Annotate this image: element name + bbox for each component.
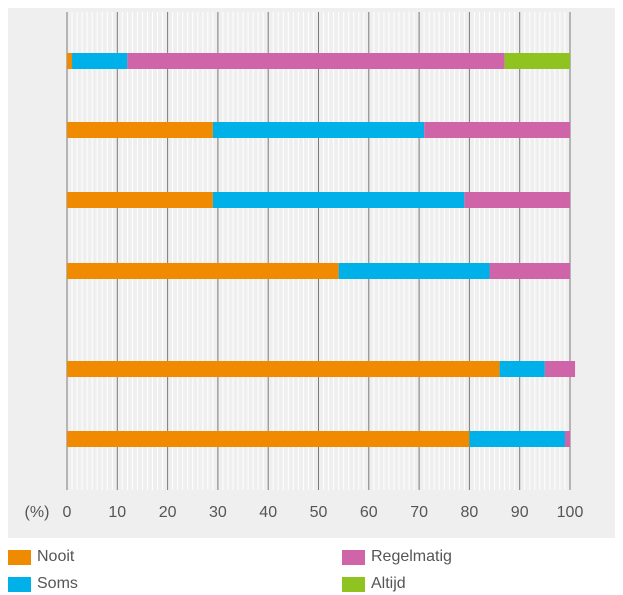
x-tick-label: 40 [259, 504, 277, 521]
bar-regelmatig-6 [564, 431, 570, 447]
bars-group [67, 53, 576, 447]
legend-swatch-altijd [342, 576, 365, 592]
bar-regelmatig-5 [544, 361, 576, 377]
x-tick-label: 70 [410, 504, 428, 521]
x-tick-labels: 0 10 20 30 40 50 60 70 80 90 100 [63, 504, 584, 521]
bar-regelmatig-1 [127, 53, 505, 69]
x-tick-label: 0 [63, 504, 72, 521]
major-gridlines [66, 12, 571, 490]
x-tick-label: 80 [461, 504, 479, 521]
bar-soms-1 [72, 53, 128, 69]
legend-label-altijd: Altijd [371, 575, 406, 592]
legend-item-altijd: Altijd [342, 573, 406, 595]
bar-nooit-1 [67, 53, 73, 69]
bar-nooit-4 [67, 263, 339, 279]
bar-regelmatig-2 [424, 122, 570, 138]
x-tick-label: 30 [209, 504, 227, 521]
bar-soms-5 [499, 361, 545, 377]
x-axis-unit-label: (%) [25, 504, 50, 521]
bar-regelmatig-3 [464, 192, 570, 208]
bar-altijd-1 [504, 53, 570, 69]
x-tick-label: 10 [108, 504, 126, 521]
x-tick-label: 90 [511, 504, 529, 521]
bar-soms-3 [212, 192, 465, 208]
bar-nooit-5 [67, 361, 500, 377]
bar-soms-4 [338, 263, 490, 279]
bar-nooit-3 [67, 192, 213, 208]
legend-swatch-soms [8, 576, 31, 592]
legend-label-soms: Soms [37, 575, 78, 592]
legend-item-nooit: Nooit [8, 546, 74, 568]
minor-gridlines [71, 12, 566, 490]
legend-swatch-nooit [8, 549, 31, 565]
legend-label-nooit: Nooit [37, 548, 75, 565]
x-tick-label: 100 [557, 504, 584, 521]
legend-item-regelmatig: Regelmatig [342, 546, 452, 568]
legend-item-soms: Soms [8, 573, 78, 595]
legend-swatch-regelmatig [342, 549, 365, 565]
legend: Nooit Regelmatig Soms Altijd [0, 540, 623, 595]
bar-soms-6 [469, 431, 565, 447]
bar-soms-2 [212, 122, 425, 138]
x-tick-label: 20 [159, 504, 177, 521]
bar-regelmatig-4 [489, 263, 570, 279]
x-tick-label: 60 [360, 504, 378, 521]
x-tick-label: 50 [310, 504, 328, 521]
legend-label-regelmatig: Regelmatig [371, 548, 452, 565]
bar-nooit-2 [67, 122, 213, 138]
bar-nooit-6 [67, 431, 470, 447]
